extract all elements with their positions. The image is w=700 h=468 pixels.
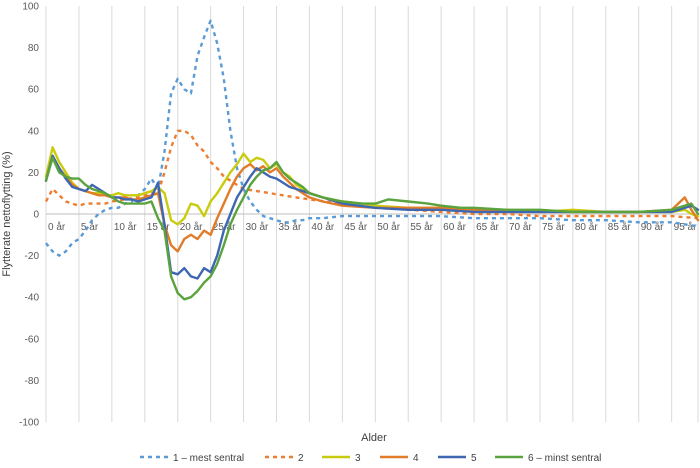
- legend-label-3: 3: [355, 453, 361, 464]
- legend-label-6: 6 – minst sentral: [528, 453, 601, 464]
- legend: 1 – mest sentral 2 3 4 5 6 – minst sentral: [140, 453, 601, 464]
- x-tick-label: 10 år: [114, 221, 137, 233]
- series-line-6: [44, 156, 700, 301]
- y-axis-title: Flytterate nettoflytting (%): [1, 151, 13, 276]
- x-tick-label: 35 år: [279, 221, 302, 233]
- x-tick-label: 60 år: [443, 221, 466, 233]
- x-tick-label: 40 år: [311, 221, 334, 233]
- series-line-1: [45, 19, 699, 257]
- x-tick-label: 50 år: [377, 221, 400, 233]
- x-tick-label: 20 år: [180, 221, 203, 233]
- y-tick-label: -80: [25, 376, 40, 387]
- x-tick-label: 80 år: [575, 221, 598, 233]
- series-line-4: [44, 154, 700, 253]
- x-tick-label: 5 år: [81, 221, 99, 233]
- y-tick-label: 0: [33, 210, 39, 221]
- x-tick-label: 65 år: [476, 221, 499, 233]
- y-tick-label: -40: [25, 293, 40, 304]
- x-tick-label: 0 år: [48, 221, 66, 233]
- y-tick-label: -100: [19, 418, 39, 429]
- x-tick-label: 45 år: [344, 221, 367, 233]
- series-lines: [44, 19, 700, 301]
- y-tick-label: 80: [28, 43, 40, 54]
- x-tick-labels: 0 år 5 år 10 år 15 år 20 år 25 år 30 år 35 år 40…: [48, 221, 697, 233]
- x-tick-label: 30 år: [246, 221, 269, 233]
- legend-label-5: 5: [471, 453, 477, 464]
- x-tick-label: 85 år: [608, 221, 631, 233]
- y-tick-labels: -100 -80 -60 -40 -20 0 20 40 60 80 100: [19, 2, 39, 429]
- y-tick-label: 40: [28, 126, 40, 137]
- y-tick-label: 20: [28, 168, 40, 179]
- x-axis-title: Alder: [361, 432, 387, 444]
- x-tick-label: 55 år: [410, 221, 433, 233]
- legend-label-2: 2: [298, 453, 304, 464]
- x-tick-label: 75 år: [542, 221, 565, 233]
- legend-label-4: 4: [413, 453, 419, 464]
- series-line-2: [44, 129, 699, 220]
- y-tick-label: 100: [22, 2, 39, 13]
- y-tick-label: -60: [25, 334, 40, 345]
- x-tick-label: 90 år: [641, 221, 664, 233]
- legend-label-1: 1 – mest sentral: [173, 453, 244, 464]
- y-tick-label: 60: [28, 85, 40, 96]
- y-tick-label: -20: [25, 251, 40, 262]
- x-tick-label: 70 år: [509, 221, 532, 233]
